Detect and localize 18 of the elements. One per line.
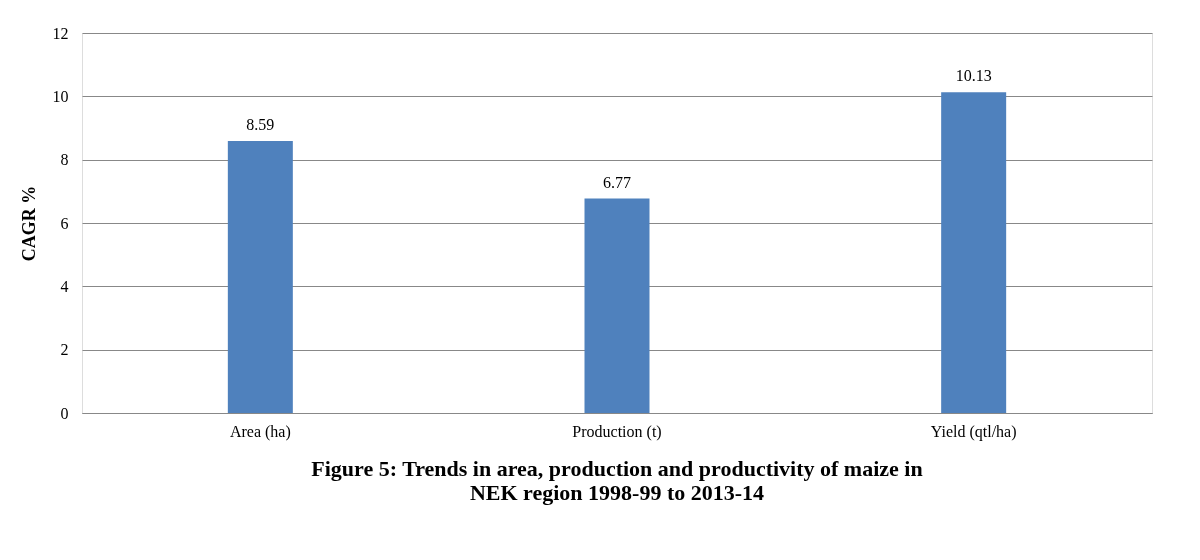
x-tick-label: Production (t) [572,422,662,441]
data-label: 6.77 [603,173,631,191]
y-tick-label: 4 [60,277,69,295]
bar [584,198,650,413]
y-tick-label: 10 [52,87,69,105]
data-label: 8.59 [246,115,275,133]
bar [941,92,1007,413]
y-tick-label: 2 [60,341,69,359]
data-label: 10.13 [955,67,992,85]
y-tick-label: 12 [52,24,69,42]
bar [227,140,293,413]
x-tick-label: Area (ha) [229,422,291,441]
y-tick-label: 6 [60,214,69,232]
text: Figure 5: Trends in area, production and productivity of maize in NEK region 1998-99 to 2013-14 [311,456,923,505]
y-tick-label: 8 [60,151,69,169]
y-axis-title: CAGR % [18,185,39,262]
y-tick-label: 0 [60,404,69,422]
x-tick-label: Yield (qtl/ha) [930,422,1017,441]
